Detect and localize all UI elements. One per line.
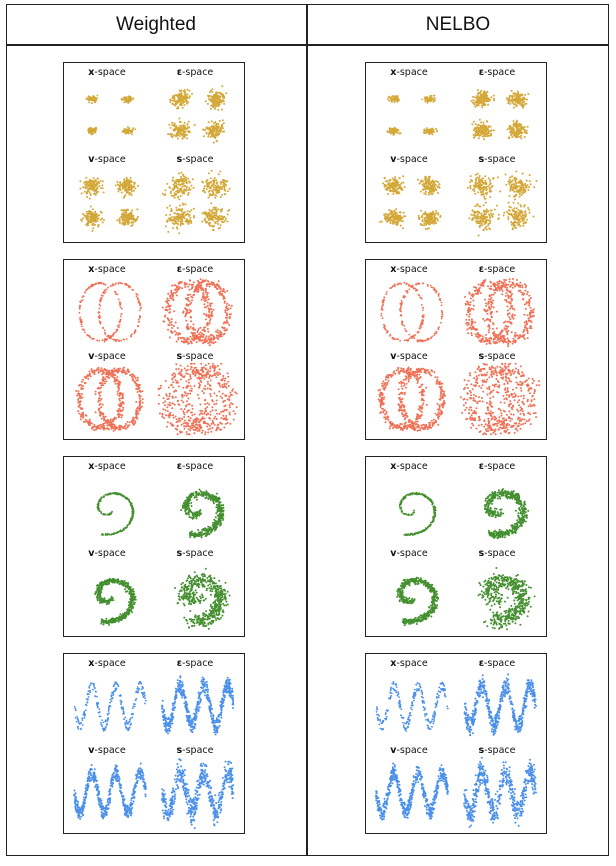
scatter-points bbox=[379, 175, 442, 230]
subplot-label: s-space bbox=[177, 154, 214, 165]
subplot-label: ε-space bbox=[479, 67, 516, 78]
scatter-figure: x-space ε-space v-space s-space bbox=[379, 67, 538, 237]
subplot-label: ε-space bbox=[177, 461, 214, 472]
scatter-points bbox=[459, 362, 541, 436]
panel-gaussian-grid-nelbo: x-space ε-space v-space s-space bbox=[365, 62, 547, 243]
scatter-points bbox=[463, 673, 537, 737]
scatter-points bbox=[396, 576, 440, 627]
subplot-label: ε-space bbox=[479, 658, 516, 669]
panel-gaussian-grid-weighted: x-space ε-space v-space s-space bbox=[63, 62, 245, 243]
scatter-points bbox=[161, 758, 235, 830]
column-header-nelbo: NELBO bbox=[425, 14, 491, 35]
scatter-points bbox=[96, 491, 135, 536]
subplot-label: x-space bbox=[390, 67, 428, 78]
column-header-weighted: Weighted bbox=[116, 14, 196, 35]
panel-sine-nelbo: x-space ε-space v-space s-space bbox=[365, 653, 547, 834]
panel-rings-weighted: x-space ε-space v-space s-space bbox=[63, 259, 245, 440]
subplot-label: v-space bbox=[88, 548, 126, 559]
subplot-label: x-space bbox=[88, 264, 126, 275]
subplot-label: v-space bbox=[390, 351, 428, 362]
scatter-points bbox=[470, 89, 530, 141]
scatter-figure: x-space ε-space v-space s-space bbox=[390, 461, 536, 631]
scatter-points bbox=[174, 567, 231, 630]
scatter-points bbox=[377, 366, 447, 432]
subplot-label: s-space bbox=[479, 745, 516, 756]
scatter-figure: x-space ε-space v-space s-space bbox=[377, 264, 541, 436]
scatter-points bbox=[398, 491, 437, 537]
subplot-label: v-space bbox=[390, 745, 428, 756]
scatter-points bbox=[161, 169, 231, 235]
scatter-points bbox=[161, 675, 235, 736]
subplot-label: v-space bbox=[88, 351, 126, 362]
column-divider bbox=[306, 4, 308, 856]
subplot-label: x-space bbox=[390, 461, 428, 472]
panel-spiral-weighted: x-space ε-space v-space s-space bbox=[63, 456, 245, 637]
scatter-points bbox=[380, 281, 444, 343]
scatter-points bbox=[386, 94, 439, 136]
scatter-figure: x-space ε-space v-space s-space bbox=[375, 658, 537, 829]
scatter-points bbox=[85, 94, 137, 136]
scatter-figure: x-space ε-space v-space s-space bbox=[73, 658, 235, 830]
scatter-points bbox=[375, 762, 449, 821]
subplot-label: s-space bbox=[177, 745, 214, 756]
scatter-figure: x-space ε-space v-space s-space bbox=[88, 461, 231, 630]
scatter-points bbox=[75, 366, 144, 432]
subplot-label: s-space bbox=[479, 548, 516, 559]
subplot-label: v-space bbox=[88, 745, 126, 756]
scatter-figure: x-space ε-space v-space s-space bbox=[79, 67, 231, 235]
scatter-points bbox=[180, 488, 225, 539]
scatter-points bbox=[466, 170, 538, 237]
subplot-label: v-space bbox=[88, 154, 126, 165]
subplot-label: ε-space bbox=[177, 67, 214, 78]
subplot-label: ε-space bbox=[177, 264, 214, 275]
scatter-points bbox=[73, 762, 147, 820]
scatter-points bbox=[157, 362, 238, 436]
scatter-points bbox=[483, 488, 530, 540]
scatter-points bbox=[73, 680, 147, 732]
subplot-label: ε-space bbox=[479, 264, 516, 275]
subplot-label: x-space bbox=[390, 658, 428, 669]
scatter-points bbox=[167, 85, 228, 144]
scatter-points bbox=[94, 577, 137, 626]
panel-sine-weighted: x-space ε-space v-space s-space bbox=[63, 653, 245, 834]
scatter-points bbox=[161, 278, 233, 347]
scatter-points bbox=[375, 681, 449, 732]
subplot-label: ε-space bbox=[479, 461, 516, 472]
subplot-label: s-space bbox=[177, 548, 214, 559]
panel-spiral-nelbo: x-space ε-space v-space s-space bbox=[365, 456, 547, 637]
subplot-label: v-space bbox=[390, 154, 428, 165]
header-divider bbox=[6, 44, 609, 46]
scatter-points bbox=[78, 281, 143, 343]
subplot-label: s-space bbox=[479, 351, 516, 362]
subplot-label: x-space bbox=[390, 264, 428, 275]
scatter-points bbox=[477, 567, 536, 631]
scatter-points bbox=[463, 756, 537, 829]
subplot-label: x-space bbox=[88, 658, 126, 669]
subplot-label: x-space bbox=[88, 67, 126, 78]
subplot-label: s-space bbox=[177, 351, 214, 362]
subplot-label: ε-space bbox=[177, 658, 214, 669]
subplot-label: v-space bbox=[390, 548, 428, 559]
panel-rings-nelbo: x-space ε-space v-space s-space bbox=[365, 259, 547, 440]
scatter-points bbox=[79, 176, 139, 232]
scatter-points bbox=[464, 278, 535, 348]
subplot-label: x-space bbox=[88, 461, 126, 472]
subplot-label: s-space bbox=[479, 154, 516, 165]
scatter-figure: x-space ε-space v-space s-space bbox=[75, 264, 238, 436]
